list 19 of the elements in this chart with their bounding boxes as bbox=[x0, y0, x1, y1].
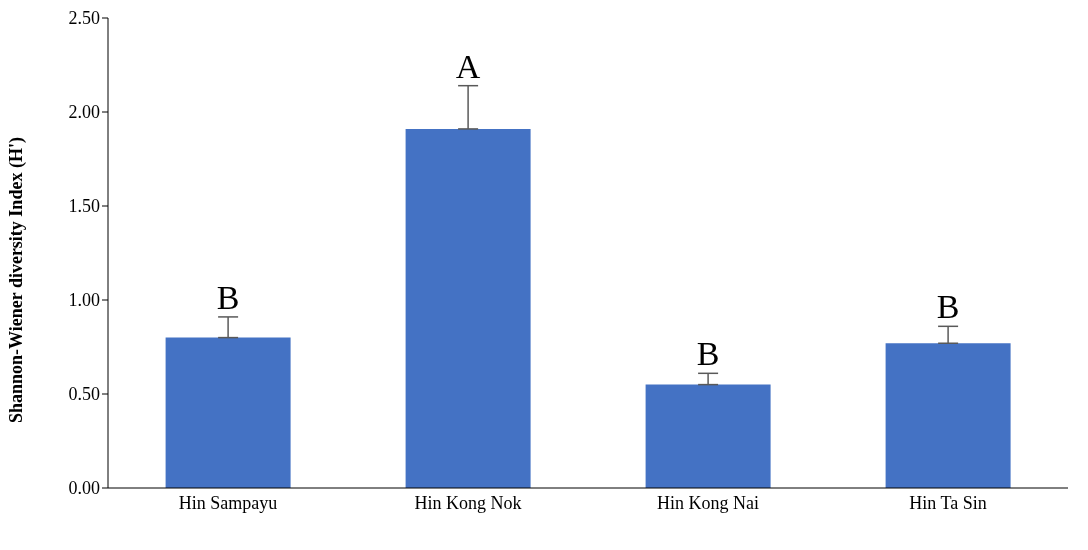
y-tick-label: 0.00 bbox=[68, 478, 100, 499]
y-tick-label: 1.50 bbox=[68, 196, 100, 217]
x-tick-label: Hin Kong Nok bbox=[414, 492, 522, 513]
bar bbox=[645, 384, 771, 488]
bar bbox=[165, 337, 291, 488]
bar bbox=[405, 128, 531, 488]
annotation: A bbox=[455, 47, 481, 85]
y-tick-label: 0.50 bbox=[68, 384, 100, 405]
annotation: B bbox=[696, 335, 720, 373]
y-tick-label: 1.00 bbox=[68, 290, 100, 311]
annotation: B bbox=[936, 288, 960, 326]
x-tick-label: Hin Ta Sin bbox=[909, 492, 987, 513]
y-tick-label: 2.00 bbox=[68, 102, 100, 123]
bar bbox=[885, 343, 1011, 488]
y-axis-title: Shannon-Wiener diversity Index (H') bbox=[6, 137, 28, 423]
annotation: B bbox=[216, 278, 240, 316]
x-tick-label: Hin Kong Nai bbox=[657, 492, 759, 513]
x-tick-label: Hin Sampayu bbox=[178, 492, 278, 513]
y-tick-label: 2.50 bbox=[68, 8, 100, 29]
